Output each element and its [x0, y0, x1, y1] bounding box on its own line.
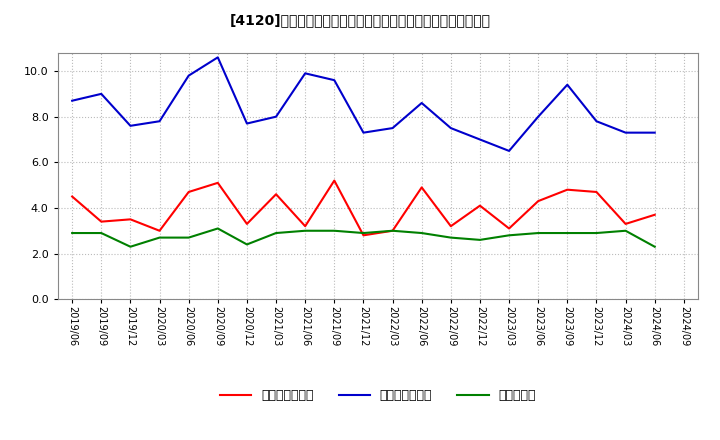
売上債権回転率 [592, 189, 600, 194]
売上債権回転率 [621, 221, 630, 227]
在庫回転率 [476, 237, 485, 242]
在庫回転率 [243, 242, 251, 247]
買入債務回転率 [505, 148, 513, 154]
売上債権回転率 [359, 233, 368, 238]
買入債務回転率 [184, 73, 193, 78]
売上債権回転率 [271, 191, 280, 197]
売上債権回転率 [476, 203, 485, 208]
買入債務回転率 [650, 130, 659, 135]
買入債務回転率 [330, 77, 338, 83]
在庫回転率 [418, 231, 426, 236]
買入債務回転率 [68, 98, 76, 103]
売上債権回転率 [97, 219, 106, 224]
在庫回転率 [184, 235, 193, 240]
在庫回転率 [446, 235, 455, 240]
売上債権回転率 [388, 228, 397, 233]
在庫回転率 [271, 231, 280, 236]
買入債務回転率 [534, 114, 543, 119]
買入債務回転率 [446, 125, 455, 131]
在庫回転率 [213, 226, 222, 231]
売上債権回転率 [301, 224, 310, 229]
在庫回転率 [650, 244, 659, 249]
Line: 在庫回転率: 在庫回転率 [72, 228, 654, 247]
売上債権回転率 [243, 221, 251, 227]
在庫回転率 [592, 231, 600, 236]
売上債権回転率 [505, 226, 513, 231]
買入債務回転率 [156, 119, 164, 124]
買入債務回転率 [243, 121, 251, 126]
在庫回転率 [359, 231, 368, 236]
在庫回転率 [126, 244, 135, 249]
売上債権回転率 [213, 180, 222, 186]
買入債務回転率 [388, 125, 397, 131]
売上債権回転率 [563, 187, 572, 192]
売上債権回転率 [418, 185, 426, 190]
売上債権回転率 [156, 228, 164, 233]
在庫回転率 [68, 231, 76, 236]
買入債務回転率 [418, 100, 426, 106]
買入債務回転率 [563, 82, 572, 88]
在庫回転率 [563, 231, 572, 236]
在庫回転率 [621, 228, 630, 233]
売上債権回転率 [650, 212, 659, 217]
Line: 買入債務回転率: 買入債務回転率 [72, 57, 654, 151]
買入債務回転率 [213, 55, 222, 60]
売上債権回転率 [184, 189, 193, 194]
Legend: 売上債権回転率, 買入債務回転率, 在庫回転率: 売上債権回転率, 買入債務回転率, 在庫回転率 [215, 384, 541, 407]
買入債務回転率 [301, 71, 310, 76]
在庫回転率 [534, 231, 543, 236]
在庫回転率 [388, 228, 397, 233]
買入債務回転率 [97, 91, 106, 96]
売上債権回転率 [330, 178, 338, 183]
売上債権回転率 [446, 224, 455, 229]
売上債権回転率 [534, 198, 543, 204]
在庫回転率 [301, 228, 310, 233]
在庫回転率 [505, 233, 513, 238]
買入債務回転率 [359, 130, 368, 135]
在庫回転率 [156, 235, 164, 240]
買入債務回転率 [476, 137, 485, 142]
Text: [4120]　売上債権回転率、買入債務回転率、在庫回転率の推移: [4120] 売上債権回転率、買入債務回転率、在庫回転率の推移 [230, 13, 490, 27]
在庫回転率 [97, 231, 106, 236]
売上債権回転率 [68, 194, 76, 199]
買入債務回転率 [621, 130, 630, 135]
買入債務回転率 [271, 114, 280, 119]
買入債務回転率 [592, 119, 600, 124]
売上債権回転率 [126, 217, 135, 222]
Line: 売上債権回転率: 売上債権回転率 [72, 180, 654, 235]
在庫回転率 [330, 228, 338, 233]
買入債務回転率 [126, 123, 135, 128]
